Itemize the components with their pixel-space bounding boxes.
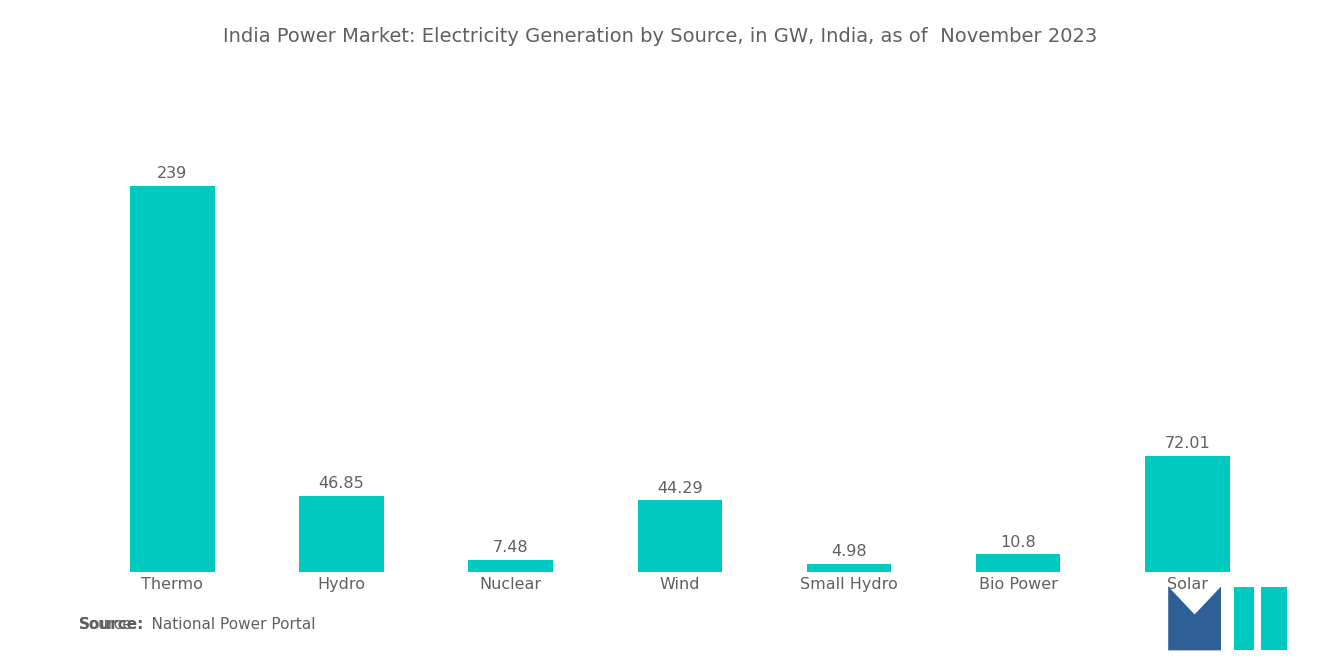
Text: 7.48: 7.48 — [492, 540, 528, 555]
Text: 72.01: 72.01 — [1164, 436, 1210, 451]
Text: Source:: Source: — [79, 616, 145, 632]
Bar — [300, 496, 384, 572]
Bar — [1144, 456, 1230, 572]
Text: 46.85: 46.85 — [318, 476, 364, 491]
Text: 10.8: 10.8 — [1001, 535, 1036, 549]
Bar — [807, 564, 891, 572]
Polygon shape — [1168, 587, 1221, 650]
Text: Source:   National Power Portal: Source: National Power Portal — [79, 616, 315, 632]
Text: 44.29: 44.29 — [657, 481, 702, 495]
Bar — [469, 560, 553, 572]
Text: 239: 239 — [157, 166, 187, 181]
Polygon shape — [1234, 587, 1254, 650]
Bar — [975, 555, 1060, 572]
Bar — [638, 500, 722, 572]
Text: 4.98: 4.98 — [832, 544, 867, 559]
Polygon shape — [1261, 587, 1287, 650]
Bar — [129, 186, 215, 572]
Text: India Power Market: Electricity Generation by Source, in GW, India, as of  Novem: India Power Market: Electricity Generati… — [223, 27, 1097, 46]
